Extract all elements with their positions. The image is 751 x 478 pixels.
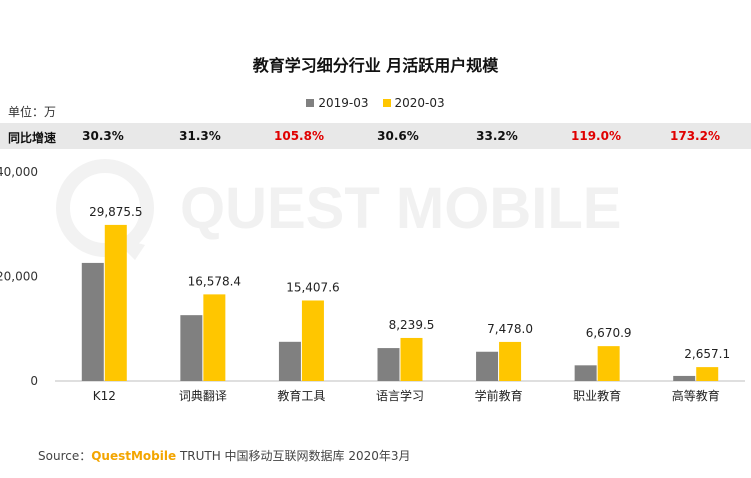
legend-swatch-2020 — [382, 99, 391, 107]
bar-2019 — [278, 341, 301, 381]
data-label: 8,239.5 — [389, 318, 435, 332]
legend-label-2019: 2019-03 — [318, 96, 369, 110]
bar-2020 — [597, 346, 620, 381]
data-label: 16,578.4 — [188, 274, 241, 288]
growth-rate-value: 119.0% — [571, 129, 621, 143]
bar-2019 — [673, 375, 696, 381]
source-line: Source：QuestMobile TRUTH 中国移动互联网数据库 2020… — [38, 447, 411, 464]
bar-2020 — [696, 367, 719, 381]
legend-item-2020: 2020-03 — [382, 96, 445, 110]
growth-rate-label: 同比增速 — [8, 131, 57, 145]
bar-2019 — [377, 348, 400, 381]
bar-2019 — [180, 315, 203, 381]
x-tick-label: 词典翻译 — [179, 389, 227, 403]
x-tick-label: 职业教育 — [573, 388, 621, 403]
data-label: 2,657.1 — [684, 347, 730, 361]
y-tick-label: 40,000 — [0, 165, 38, 179]
bar-2020 — [499, 341, 522, 381]
x-tick-label: 学前教育 — [475, 388, 523, 403]
x-tick-label: 语言学习 — [376, 388, 424, 403]
growth-rate-value: 30.6% — [377, 129, 419, 143]
growth-rate-value: 31.3% — [179, 129, 221, 143]
growth-rate-row: 同比增速 30.3% 31.3% 105.8% 30.6% 33.2% 119.… — [0, 123, 751, 149]
x-tick-label: K12 — [93, 389, 116, 403]
growth-rate-value: 105.8% — [274, 129, 324, 143]
unit-label: 单位：万 — [8, 105, 57, 119]
data-label: 7,478.0 — [487, 322, 533, 336]
watermark-text: QUEST MOBILE — [180, 176, 621, 241]
watermark: QUEST MOBILE — [56, 159, 621, 260]
growth-rate-value: 33.2% — [476, 129, 518, 143]
legend-swatch-2019 — [306, 99, 315, 107]
growth-rate-value: 173.2% — [670, 129, 720, 143]
growth-rate-value: 30.3% — [82, 129, 124, 143]
data-label: 15,407.6 — [286, 280, 339, 294]
bar-2020 — [301, 300, 324, 381]
x-tick-label: 高等教育 — [672, 388, 720, 403]
bar-2019 — [574, 365, 597, 381]
data-label: 29,875.5 — [89, 205, 142, 219]
x-tick-label: 教育工具 — [277, 388, 325, 403]
source-brand: QuestMobile — [91, 449, 177, 463]
bar-chart: 0 20,000 40,000 29,875.5 K12 16,578.4 词典翻译 15,4… — [0, 165, 745, 403]
bar-2020 — [203, 294, 226, 381]
bar-2020 — [400, 337, 423, 381]
chart-title: 教育学习细分行业 月活跃用户规模 — [252, 56, 499, 75]
data-label: 6,670.9 — [586, 326, 632, 340]
source-rest: TRUTH 中国移动互联网数据库 2020年3月 — [176, 449, 411, 463]
source-prefix: Source： — [38, 449, 92, 463]
y-tick-label: 0 — [30, 374, 38, 388]
bar-2020 — [104, 224, 127, 381]
legend-label-2020: 2020-03 — [394, 96, 445, 110]
y-tick-label: 20,000 — [0, 270, 38, 284]
bar-2019 — [476, 351, 499, 381]
bar-2019 — [81, 262, 104, 381]
legend: 2019-03 2020-03 — [0, 96, 751, 110]
legend-item-2019: 2019-03 — [306, 96, 369, 110]
